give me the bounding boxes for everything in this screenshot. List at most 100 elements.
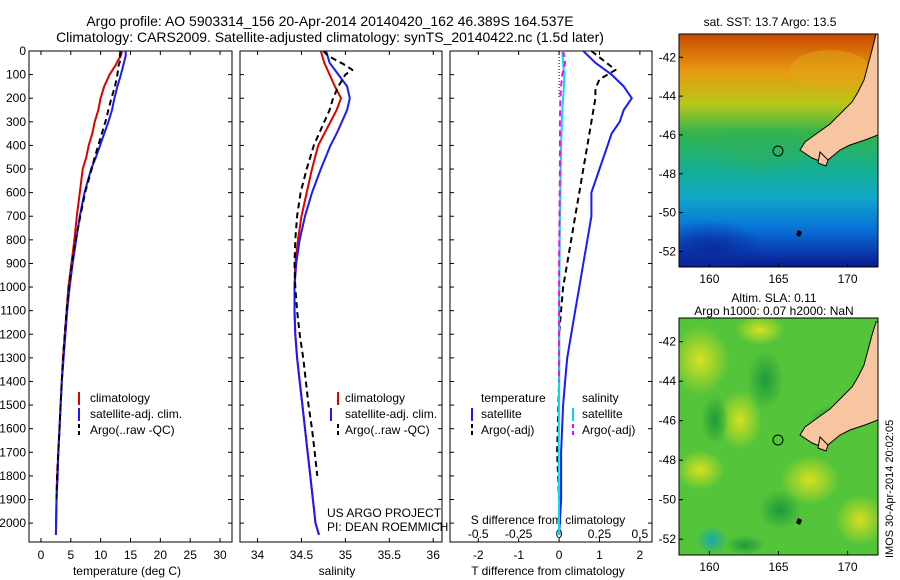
map-y-tick-label: -50 [659,493,677,507]
y-tick-label: 2000 [0,516,26,530]
pi-label: PI: DEAN ROEMMICH [327,520,448,534]
legend-t-argo: Argo(-adj) [481,423,534,437]
map-y-tick-label: -44 [659,89,677,103]
y-tick-label: 1400 [0,374,26,388]
x-tick-label: 34 [251,548,265,562]
sla-map-title2: Argo h1000: 0.07 h2000: NaN [694,304,853,318]
x-tick-label: -1 [513,548,524,562]
y-tick-label: 0 [19,44,26,58]
y-tick-label: 300 [6,115,26,129]
x-tick-label: 2 [637,548,644,562]
x-tick-label: 0 [556,548,563,562]
x-top-tick-label: -0.5 [468,527,489,541]
diff-xlabel: T difference from climatology [471,564,625,578]
map-y-tick-label: -48 [659,167,677,181]
sst-map-title: sat. SST: 13.7 Argo: 13.5 [704,15,837,29]
salinity-legend: climatology satellite-adj. clim. Argo(..… [330,391,437,437]
x-tick-label: 1 [596,548,603,562]
x-tick-label: 25 [184,548,198,562]
x-top-tick-label: 0.25 [588,527,612,541]
legend-satellite: satellite-adj. clim. [90,407,182,421]
legend-argo: Argo(..raw -QC) [90,423,175,437]
temperature-panel: temperature (deg C) climatology satellit… [0,44,233,578]
y-tick-label: 1000 [0,280,26,294]
y-tick-label: 700 [6,209,26,223]
y-tick-label: 1200 [0,327,26,341]
panel-frame [239,50,443,543]
series-line-t-satellite [558,50,633,535]
map-x-tick-label: 170 [838,272,858,286]
series-line-climatology [54,50,124,535]
y-tick-label: 1100 [0,304,26,318]
y-tick-label: 200 [6,91,26,105]
y-tick-label: 600 [6,186,26,200]
x-tick-label: 36 [427,548,441,562]
map-y-tick-label: -52 [659,532,677,546]
legend-satellite-s: satellite-adj. clim. [345,407,437,421]
map-x-tick-label: 165 [768,272,788,286]
diff-xlabel-top: S difference from climatology [471,513,626,527]
difference-panel: T difference from climatology S differen… [449,50,653,578]
legend-title-salinity: salinity [582,391,619,405]
diff-legend: temperature salinity satellite Argo(-adj… [471,391,635,437]
map-y-tick-label: -48 [659,453,677,467]
y-tick-label: 900 [6,256,26,270]
y-tick-label: 1800 [0,469,26,483]
series-line-argo-raw-qc- [293,50,354,477]
project-label: US ARGO PROJECT [327,506,442,520]
salinity-xlabel: salinity [319,564,356,578]
header-line1: Argo profile: AO 5903314_156 20-Apr-2014… [86,13,573,29]
y-tick-label: 100 [6,68,26,82]
temperature-legend: climatology satellite-adj. clim. Argo(..… [78,391,182,437]
map-x-tick-label: 160 [699,560,719,574]
map-y-tick-label: -46 [659,128,677,142]
legend-s-satellite: satellite [582,407,623,421]
legend-t-satellite: satellite [481,407,522,421]
series-line-satellite-adj-clim- [54,51,127,535]
panel-frame [28,50,233,543]
x-tick-label: 10 [94,548,108,562]
y-tick-label: 1900 [0,493,26,507]
x-tick-label: 0 [38,548,45,562]
map-y-tick-label: -44 [659,374,677,388]
x-tick-label: -2 [473,548,484,562]
x-tick-label: 20 [154,548,168,562]
temperature-xlabel: temperature (deg C) [73,564,181,578]
sst-argo-marker [772,145,784,157]
sla-argo-marker [772,434,784,446]
x-tick-label: 35 [339,548,353,562]
map-y-tick-label: -52 [659,244,677,258]
map-y-tick-label: -42 [659,335,677,349]
panel-frame [449,50,653,543]
series-line-satellite-adj-clim- [293,50,351,536]
x-tick-label: 35.5 [378,548,402,562]
header-line2: Climatology: CARS2009. Satellite-adjuste… [56,29,604,45]
x-tick-label: 34.5 [290,548,314,562]
y-tick-label: 800 [6,233,26,247]
x-tick-label: 5 [67,548,74,562]
y-tick-label: 400 [6,138,26,152]
map-y-tick-label: -50 [659,206,677,220]
y-tick-label: 500 [6,162,26,176]
map-x-tick-label: 160 [699,272,719,286]
series-line-s-satellite [557,50,566,535]
y-tick-label: 1300 [0,351,26,365]
sla-map-title1: Altim. SLA: 0.11 [731,291,816,305]
x-top-tick-label: 0.5 [632,527,649,541]
series-line-climatology [293,50,342,536]
map-x-tick-label: 165 [768,560,788,574]
map-y-tick-label: -42 [659,50,677,64]
legend-title-temperature: temperature [481,391,546,405]
y-tick-label: 1700 [0,445,26,459]
series-line-argo-raw-qc- [55,50,122,500]
sla-map: Altim. SLA: 0.11 Argo h1000: 0.07 h2000:… [659,291,879,574]
y-tick-label: 1500 [0,398,26,412]
x-tick-label: 15 [124,548,138,562]
salinity-panel: salinity climatology satellite-adj. clim… [239,50,448,578]
legend-climatology-s: climatology [345,391,405,405]
legend-argo-s: Argo(..raw -QC) [345,423,430,437]
x-top-tick-label: -0.25 [505,527,533,541]
map-y-tick-label: -46 [659,414,677,428]
map-x-tick-label: 170 [838,560,858,574]
